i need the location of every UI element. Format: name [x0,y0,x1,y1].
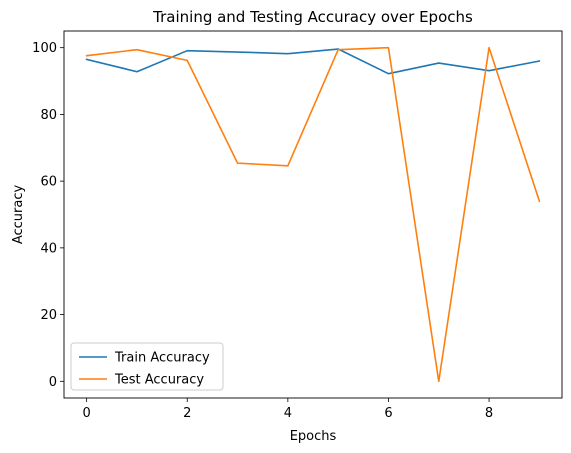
data-point [336,48,340,52]
x-tick-label: 4 [284,406,292,421]
legend: Train Accuracy Test Accuracy [71,343,223,390]
y-tick-label: 20 [40,308,57,323]
data-point [437,379,441,383]
legend-entry-label: Test Accuracy [114,373,204,388]
y-tick-label: 100 [32,41,57,56]
y-tick-label: 80 [40,108,57,123]
legend-entry-label: Train Accuracy [114,351,210,366]
x-tick-label: 2 [183,406,191,421]
data-point [286,164,290,168]
data-point [236,161,240,165]
y-tick-label: 0 [49,375,57,390]
data-point [487,46,491,50]
data-point [537,59,541,63]
data-point [236,50,240,54]
data-point [487,69,491,73]
data-point [135,48,139,52]
data-point [85,57,89,61]
data-point [185,58,189,62]
data-point [185,49,189,53]
data-point [85,54,89,58]
data-point [286,52,290,56]
x-tick-label: 0 [82,406,90,421]
data-point [386,72,390,76]
data-point [386,46,390,50]
chart-title: Training and Testing Accuracy over Epoch… [152,8,473,26]
y-axis-label: Accuracy [11,185,26,245]
data-point [437,61,441,65]
data-point [537,199,541,203]
y-tick-label: 60 [40,175,57,190]
x-tick-label: 6 [384,406,392,421]
data-point [135,70,139,74]
y-tick-label: 40 [40,241,57,256]
x-axis-label: Epochs [290,429,337,444]
x-tick-label: 8 [485,406,493,421]
